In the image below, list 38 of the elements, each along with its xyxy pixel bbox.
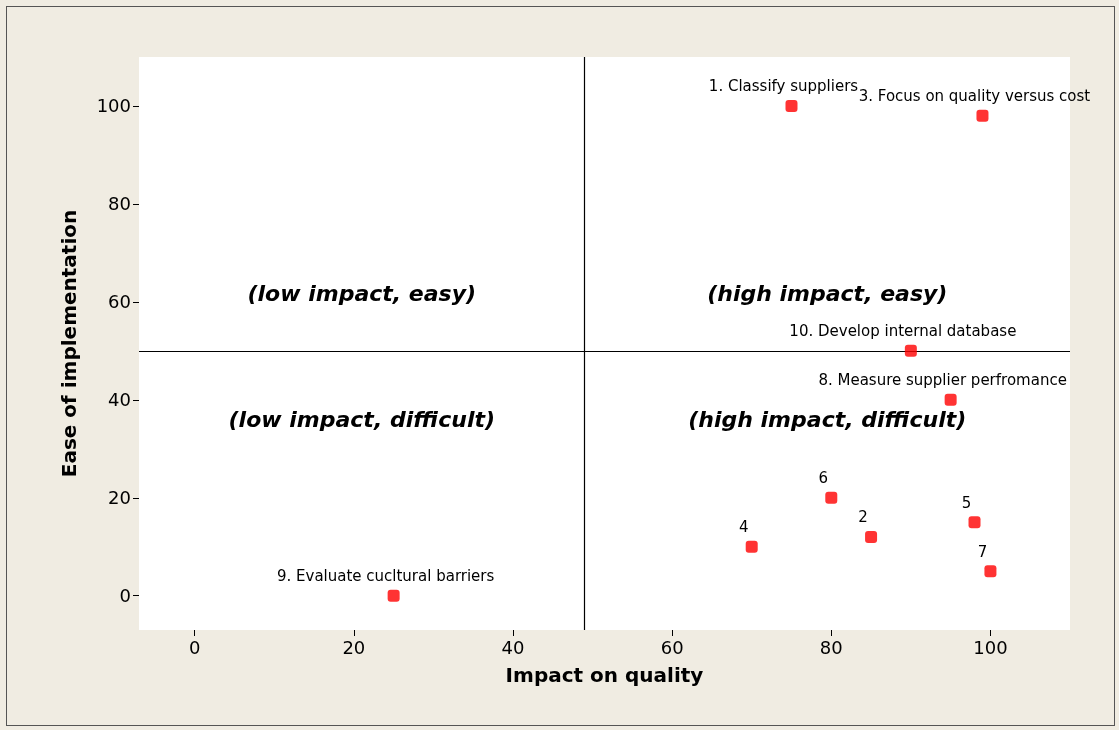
x-tick-label: 80 — [819, 636, 843, 658]
point — [976, 109, 989, 122]
annotation: (low impact, easy) — [247, 281, 477, 307]
y-tick-label: 20 — [108, 487, 131, 509]
point — [825, 491, 838, 504]
annotation: 6 — [818, 469, 829, 488]
x-tick-label: 0 — [188, 636, 201, 658]
annotation: 3. Focus on quality versus cost — [858, 87, 1091, 106]
annotation: 10. Develop internal database — [789, 322, 1017, 341]
y-tick-label: 80 — [108, 193, 131, 215]
annotation: 4 — [738, 518, 749, 537]
annotation: 5 — [961, 493, 972, 512]
annotation: 9. Evaluate cucltural barriers — [276, 567, 495, 586]
x-tick-label: 20 — [342, 636, 366, 658]
y-tick-label: 60 — [108, 291, 131, 313]
point — [984, 565, 997, 578]
x-tick-label: 100 — [973, 636, 1008, 658]
point — [745, 540, 758, 553]
y-tick-label: 40 — [108, 389, 131, 411]
annotation: 2 — [858, 508, 868, 527]
point — [387, 589, 400, 602]
point — [785, 99, 798, 112]
annotation: (low impact, difficult) — [228, 407, 496, 433]
y-tick-label: 100 — [96, 95, 131, 117]
y-tick-label: 0 — [119, 585, 131, 607]
point — [904, 344, 917, 357]
point — [865, 530, 878, 543]
x-tick-label: 40 — [501, 636, 525, 658]
x-tick-label: 60 — [660, 636, 684, 658]
x-axis-title: Impact on quality — [505, 663, 704, 687]
point — [968, 516, 981, 529]
y-axis-title: Ease of implementation — [57, 209, 81, 478]
point — [944, 393, 957, 406]
annotation: (high impact, difficult) — [688, 407, 967, 433]
annotation: 8. Measure supplier perfromance — [818, 371, 1067, 390]
annotation: 7 — [977, 542, 988, 561]
annotation: 1. Classify suppliers — [708, 77, 859, 96]
annotation: (high impact, easy) — [707, 281, 948, 307]
